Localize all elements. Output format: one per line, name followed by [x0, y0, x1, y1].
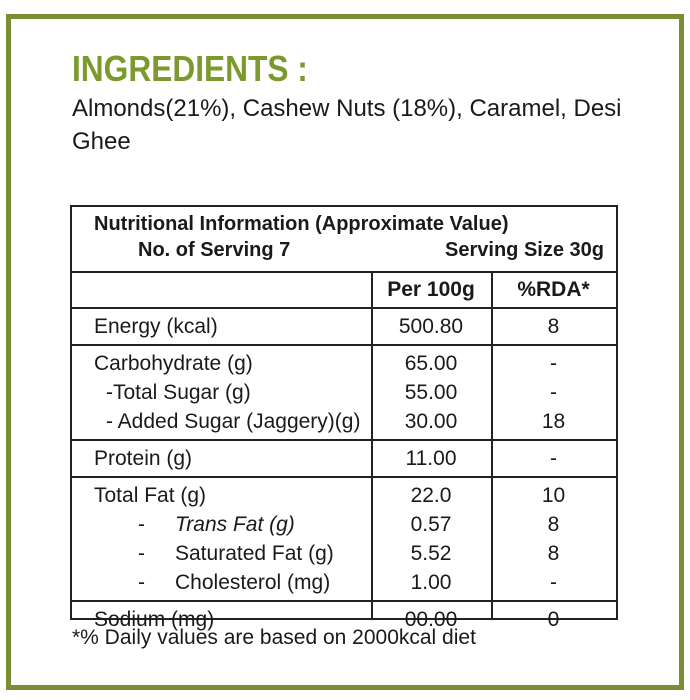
row-group: Sodium (mg) 00.00 0	[72, 602, 616, 637]
per-100g-value: 11.00	[405, 447, 457, 470]
table-row: - Added Sugar (Jaggery)(g) 30.00 18	[72, 407, 616, 436]
rda-value: 10	[541, 484, 566, 507]
per-100g-value: 1.00	[410, 571, 452, 594]
per-100g-value: 30.00	[404, 410, 458, 433]
row-label-text: Protein (g)	[94, 447, 193, 470]
per-100g-value: 65.00	[404, 352, 458, 375]
table-title: Nutritional Information (Approximate Val…	[94, 213, 509, 235]
row-label-text: Total Fat (g)	[94, 484, 207, 507]
rda-value: 8	[547, 315, 560, 338]
row-label: - Added Sugar (Jaggery)(g)	[72, 407, 371, 436]
row-group: Energy (kcal) 500.80 8	[72, 309, 616, 346]
row-group: Carbohydrate (g) 65.00 - -Total Sugar (g) 55…	[72, 346, 616, 441]
servings: No. of Serving 7	[138, 239, 291, 261]
row-prefix: -	[138, 571, 145, 594]
table-row: -Total Sugar (g) 55.00 -	[72, 378, 616, 407]
row-label-text: - Added Sugar (Jaggery)(g)	[106, 410, 361, 433]
per-100g-value: 55.00	[404, 381, 458, 404]
per-100g-value: 5.52	[410, 542, 452, 565]
table-header: Nutritional Information (Approximate Val…	[72, 207, 616, 273]
table-row: Total Fat (g) 22.0 10	[72, 481, 616, 510]
column-line	[371, 273, 373, 618]
rda-value: -	[550, 571, 557, 594]
table-row: Energy (kcal) 500.80 8	[72, 312, 616, 341]
row-label-text: Sodium (mg)	[94, 608, 215, 631]
rda-value: 8	[547, 513, 560, 536]
table-row: - Saturated Fat (g) 5.52 8	[72, 539, 616, 568]
row-label: -Total Sugar (g)	[72, 378, 371, 407]
ingredients-text: Almonds(21%), Cashew Nuts (18%), Caramel…	[72, 95, 622, 155]
row-label-text: Saturated Fat (g)	[175, 542, 334, 565]
table-row: Protein (g) 11.00 -	[72, 444, 616, 473]
row-label: - Cholesterol (mg)	[72, 568, 371, 597]
nutrition-table: Nutritional Information (Approximate Val…	[70, 205, 618, 631]
row-prefix: -	[138, 513, 145, 536]
per-100g-value: 22.0	[410, 484, 452, 507]
row-label-text: Carbohydrate (g)	[94, 352, 253, 375]
rda-value: 8	[547, 542, 560, 565]
row-label: Protein (g)	[72, 444, 371, 473]
row-label-text: -Total Sugar (g)	[106, 381, 251, 404]
row-prefix: -	[138, 542, 145, 565]
rda-value: 0	[547, 608, 560, 631]
table-row: Sodium (mg) 00.00 0	[72, 605, 616, 634]
table-row: Carbohydrate (g) 65.00 -	[72, 349, 616, 378]
per-100g-value: 500.80	[398, 315, 464, 338]
row-group: Protein (g) 11.00 -	[72, 441, 616, 478]
per-100g-value: 0.57	[410, 513, 452, 536]
table-row: - Trans Fat (g) 0.57 8	[72, 510, 616, 539]
footnote: *% Daily values are based on 2000kcal di…	[72, 626, 476, 649]
row-label: Energy (kcal)	[72, 312, 371, 341]
row-label-text: Cholesterol (mg)	[175, 571, 331, 594]
row-label: Total Fat (g)	[72, 481, 371, 510]
column-label: %RDA*	[517, 278, 590, 301]
column-label: Per 100g	[387, 278, 475, 301]
serving-size: Serving Size 30g	[445, 239, 604, 261]
rda-value: -	[550, 381, 557, 404]
row-label: - Saturated Fat (g)	[72, 539, 371, 568]
row-label-text: Trans Fat (g)	[175, 513, 295, 536]
row-label-text: Energy (kcal)	[94, 315, 218, 338]
rda-value: 18	[541, 410, 566, 433]
row-label: - Trans Fat (g)	[72, 510, 371, 539]
ingredients-title: INGREDIENTS :	[72, 48, 308, 89]
rda-value: -	[550, 352, 557, 375]
frame	[6, 14, 684, 690]
row-label: Carbohydrate (g)	[72, 349, 371, 378]
row-label: Sodium (mg)	[72, 605, 371, 634]
column-header: Per 100g %RDA*	[72, 273, 616, 309]
table-row: - Cholesterol (mg) 1.00 -	[72, 568, 616, 597]
row-group: Total Fat (g) 22.0 10 - Trans Fat (g) 0.57 8 - S…	[72, 478, 616, 602]
column-line	[491, 273, 493, 618]
rda-value: -	[550, 447, 557, 470]
per-100g-value: 00.00	[404, 608, 458, 631]
